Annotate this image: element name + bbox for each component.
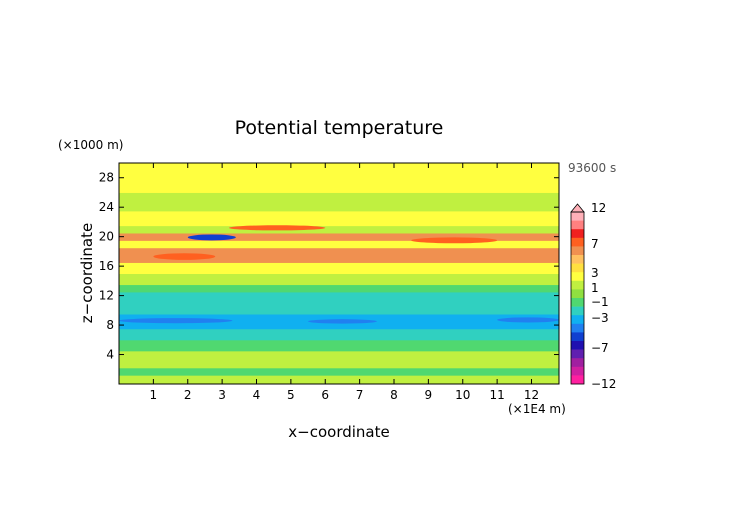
x-tick-label: 8 xyxy=(390,388,398,402)
y-axis: 4 8 12 16 20 24 28 xyxy=(99,171,559,362)
x-tick-label: 6 xyxy=(321,388,329,402)
x-tick-label: 2 xyxy=(184,388,192,402)
heatmap-layer-8 xyxy=(119,273,559,286)
heatmap-layer-7 xyxy=(119,284,559,293)
x-tick-label: 10 xyxy=(455,388,470,402)
colorbar-label: 7 xyxy=(591,237,599,251)
colorbar-swatch xyxy=(571,212,584,221)
colorbar-label: −3 xyxy=(591,311,609,325)
colorbar-swatch xyxy=(571,220,584,230)
x-tick-label: 12 xyxy=(524,388,539,402)
y-tick-label: 20 xyxy=(99,230,114,244)
heatmap-layer-2 xyxy=(119,350,559,369)
x-tick-label: 3 xyxy=(218,388,226,402)
colorbar-swatch xyxy=(571,332,584,342)
heatmap-layer-3 xyxy=(119,339,559,352)
colorbar-swatch xyxy=(571,306,584,316)
colorbar-labels: 12 7 31−1 −3 −7 −12 xyxy=(591,201,616,391)
colorbar-swatch xyxy=(571,366,584,376)
plot-frame xyxy=(118,162,560,385)
heatmap-layer-11 xyxy=(119,240,559,249)
y-tick-label: 8 xyxy=(106,318,114,332)
colorbar-swatch xyxy=(571,298,584,307)
heatmap-layer-6 xyxy=(119,291,559,315)
heatmap-streak-6 xyxy=(411,237,498,244)
heatmap-streak-1 xyxy=(308,319,377,324)
colorbar-extend-arrow xyxy=(570,203,585,213)
x-tick-label: 5 xyxy=(287,388,295,402)
heatmap-layer-0 xyxy=(119,375,559,384)
heatmap-layer-12 xyxy=(119,232,559,241)
heatmap-layer-10 xyxy=(119,247,559,263)
colorbar-swatch xyxy=(571,315,584,325)
colorbar-swatch xyxy=(571,280,584,290)
heatmap-layer-16 xyxy=(119,163,559,193)
y-tick-label: 24 xyxy=(99,200,114,214)
heatmap-streak-4 xyxy=(229,225,326,231)
heatmap-layer-13 xyxy=(119,225,559,234)
chart-title: Potential temperature xyxy=(235,117,444,139)
x-axis-label: x−coordinate xyxy=(288,423,389,441)
colorbar-frame xyxy=(570,211,585,385)
colorbar-swatch xyxy=(571,323,584,333)
colorbar xyxy=(570,203,585,385)
x-tick-label: 9 xyxy=(425,388,433,402)
heatmap-streak-3 xyxy=(187,234,236,241)
y-axis-label: z−coordinate xyxy=(78,223,96,323)
colorbar-label: −12 xyxy=(591,377,616,391)
colorbar-swatch xyxy=(571,263,584,273)
colorbar-label: −1 xyxy=(591,295,609,309)
y-tick-label: 4 xyxy=(106,348,114,362)
heatmap-streak-5 xyxy=(153,253,216,260)
heatmap-streak-0 xyxy=(119,318,233,324)
colorbar-label: −7 xyxy=(591,341,609,355)
colorbar-swatch xyxy=(571,229,584,239)
x-tick-label: 1 xyxy=(150,388,158,402)
heatmap-layer-4 xyxy=(119,328,559,341)
x-tick-label: 4 xyxy=(253,388,261,402)
x-unit-label: (×1E4 m) xyxy=(508,402,566,416)
heatmap-streak-2 xyxy=(497,317,559,323)
x-tick-label: 11 xyxy=(489,388,504,402)
heatmap-layer-14 xyxy=(119,210,559,227)
colorbar-swatch xyxy=(571,272,584,282)
colorbar-label: 3 xyxy=(591,266,599,280)
y-unit-label: (×1000 m) xyxy=(58,138,123,152)
colorbar-swatch xyxy=(571,237,584,247)
heatmap-layer-15 xyxy=(119,192,559,212)
x-axis: 1 2 3 4 5 6 7 8 9 10 11 12 xyxy=(150,163,539,402)
colorbar-swatch xyxy=(571,341,584,350)
x-tick-label: 7 xyxy=(356,388,364,402)
y-tick-label: 12 xyxy=(99,289,114,303)
colorbar-swatch xyxy=(571,289,584,299)
colorbar-swatch xyxy=(571,246,584,256)
colorbar-swatch xyxy=(571,358,584,368)
colorbar-label: 1 xyxy=(591,281,599,295)
y-tick-label: 16 xyxy=(99,259,114,273)
colorbar-label: 12 xyxy=(591,201,606,215)
y-tick-label: 28 xyxy=(99,171,114,185)
colorbar-swatch xyxy=(571,349,584,359)
heatmap-layer-9 xyxy=(119,262,559,274)
time-label: 93600 s xyxy=(568,161,616,175)
heatmap-plot xyxy=(119,163,559,384)
colorbar-swatch xyxy=(571,255,584,264)
colorbar-swatch xyxy=(571,375,584,385)
heatmap-layer-1 xyxy=(119,367,559,376)
